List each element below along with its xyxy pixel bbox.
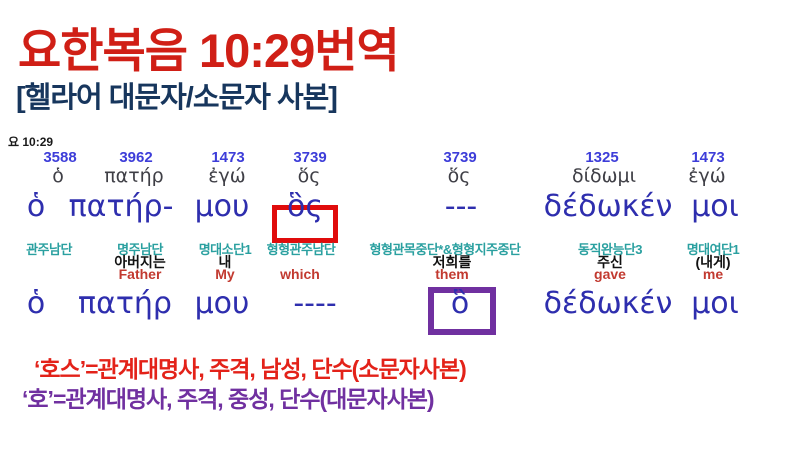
greek-lemma: δίδωμι <box>571 165 637 187</box>
korean-gloss: 저희를 <box>432 254 472 270</box>
strongs-number: 1473 <box>691 149 725 166</box>
english-gloss: gave <box>594 266 626 282</box>
korean-gloss: 내 <box>218 254 232 270</box>
parse-tag: 관주남단 <box>26 242 72 257</box>
greek-lemma: ὁ <box>52 165 64 187</box>
parse-tag: 명대여단1 <box>686 242 740 257</box>
verse-reference: 요 10:29 <box>8 135 54 149</box>
greek-word-omitted: ---- <box>293 286 337 321</box>
greek-word: μοι <box>691 286 739 321</box>
strongs-number: 3962 <box>119 149 153 166</box>
greek-word: μου <box>194 286 250 321</box>
greek-word: μοι <box>691 189 739 224</box>
strongs-number: 1325 <box>585 149 619 166</box>
english-gloss: My <box>215 266 235 282</box>
english-gloss: me <box>702 266 724 282</box>
greek-word-omitted: --- <box>444 189 478 224</box>
parse-tag: 명주남단 <box>117 242 163 257</box>
english-gloss: Father <box>118 266 162 282</box>
english-gloss: them <box>435 266 469 282</box>
note-hos-lowercase: ‘호스’=관계대명사, 주격, 남성, 단수(소문자사본) <box>34 356 467 382</box>
strongs-number: 3739 <box>293 149 327 166</box>
page-subtitle: [헬라어 대문자/소문자 사본] <box>16 82 338 114</box>
parse-tag: 형형관목중단*&형형지주중단 <box>369 242 521 257</box>
note-ho-uppercase: ‘호’=관계대명사, 주격, 중성, 단수(대문자사본) <box>22 386 435 412</box>
strongs-number: 1473 <box>211 149 245 166</box>
greek-word: ὁ <box>26 286 46 321</box>
greek-lemma: πατήρ <box>104 165 164 187</box>
greek-word-highlighted-purple: ὃ <box>450 286 470 321</box>
greek-word: μου <box>194 189 250 224</box>
greek-word-highlighted-red: ὃς <box>287 189 323 224</box>
page-title: 요한복음 10:29번역 <box>18 24 400 77</box>
greek-word: δέδωκέν <box>543 189 673 224</box>
strongs-number: 3588 <box>43 149 77 166</box>
strongs-number: 3739 <box>443 149 477 166</box>
greek-word: πατήρ <box>78 286 172 321</box>
greek-lemma: ἐγώ <box>688 165 726 187</box>
korean-gloss: 아버지는 <box>114 254 166 270</box>
purple-highlight-box <box>428 287 496 335</box>
greek-lemma: ἐγώ <box>208 165 246 187</box>
parse-tag: 명대소단1 <box>198 242 252 257</box>
korean-gloss: (내게) <box>695 254 731 270</box>
greek-word: ὁ <box>26 189 46 224</box>
greek-lemma: ὅς <box>447 165 471 187</box>
korean-gloss: 주신 <box>597 254 623 270</box>
greek-word: δέδωκέν <box>543 286 673 321</box>
english-gloss: which <box>280 266 320 282</box>
parse-tag: 형형관주남단 <box>266 242 336 257</box>
greek-word: πατήρ- <box>68 189 174 224</box>
parse-tag: 동직완능단3 <box>577 242 643 257</box>
red-highlight-box <box>272 205 338 243</box>
greek-lemma: ὅς <box>297 165 321 187</box>
